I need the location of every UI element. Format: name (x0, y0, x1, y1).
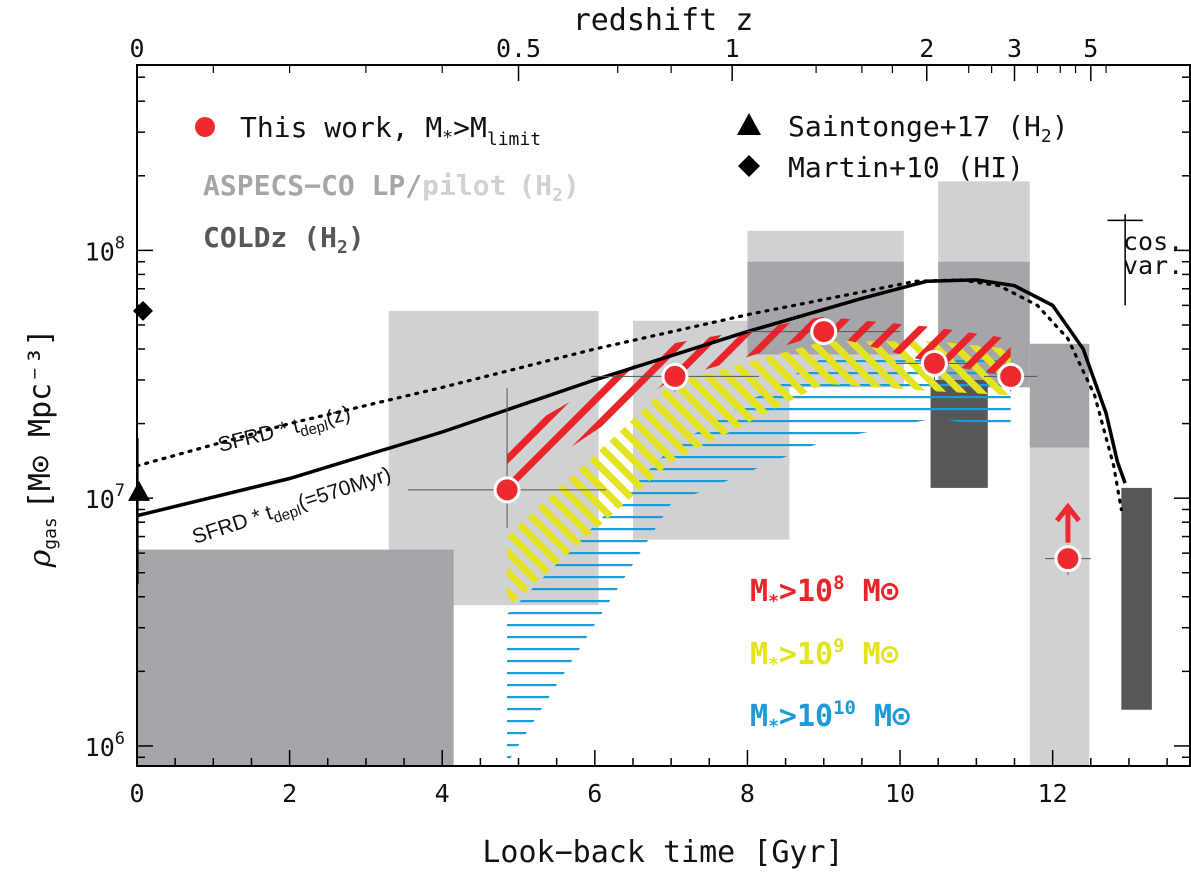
data-points (128, 300, 1082, 573)
top-tick-label: 0 (129, 34, 144, 63)
aspecs-lp-box (1029, 447, 1090, 766)
legend-martin: Martin+10 (HI) (788, 151, 1024, 184)
top-tick-label: 3 (1007, 34, 1022, 63)
this-work-point (810, 318, 838, 346)
x-tick-label: 6 (587, 779, 602, 808)
sfrd-dotted-label: SFRD * tdepl(z) (216, 402, 354, 461)
coldz-box (1121, 487, 1152, 710)
mass-label-1e9: M*>109 M⊙ (750, 635, 899, 675)
top-tick-label: 1 (725, 34, 740, 63)
x-axis-label: Look−back time [Gyr] (482, 835, 843, 870)
top-tick-label: 0.5 (496, 34, 541, 63)
sfrd-models (137, 278, 1127, 518)
this-work-point (493, 476, 521, 504)
hatch-region-1e8 (507, 316, 1011, 490)
legend-saintonge: Saintonge+17 (H2) (788, 110, 1069, 147)
aspecs-pilot-box (137, 549, 454, 766)
aspecs-pilot-box (1029, 343, 1090, 448)
top-tick-label: 5 (1083, 34, 1098, 63)
sfrd-dotted-line (137, 278, 1123, 512)
cos-var-label-2: var. (1123, 251, 1183, 280)
this-work-point (997, 362, 1025, 390)
sfrd-solid-line (137, 278, 1127, 518)
legend-saintonge-marker (737, 113, 761, 135)
legend-coldz: COLDz (H2) (203, 221, 365, 258)
legend-aspecs: ASPECS−CO LP/pilot (H2) (203, 169, 580, 206)
saintonge-point (128, 480, 150, 501)
hatch-region-1e10 (507, 355, 1011, 764)
mass-limit-hatches (507, 316, 1011, 764)
x-tick-label: 12 (1038, 779, 1068, 808)
lower-limit-arrow-head (1054, 502, 1081, 523)
legend-martin-marker (738, 155, 760, 177)
hatch-region-1e9 (507, 341, 1011, 609)
this-work-point (661, 362, 689, 390)
y-tick-label: 107 (85, 481, 125, 514)
x-tick-label: 0 (129, 779, 144, 808)
cos-var-label-1: cos. (1123, 227, 1183, 256)
legend-this-work-marker (195, 117, 215, 137)
legend-this-work: This work, M*>Mlimit (240, 111, 541, 150)
y-axis-label: ρgas[M⊙ Mpc⁻³] (23, 329, 61, 569)
y-tick-label: 108 (85, 233, 125, 266)
x-tick-label: 8 (740, 779, 755, 808)
top-tick-label: 2 (919, 34, 934, 63)
mass-label-1e10: M*>1010 M⊙ (750, 697, 910, 737)
x-tick-label: 4 (435, 779, 450, 808)
plot-frame (136, 64, 1191, 767)
this-work-point (920, 349, 948, 377)
mass-label-1e8: M*>108 M⊙ (750, 572, 899, 612)
x-tick-label: 2 (282, 779, 297, 808)
this-work-point (1054, 545, 1082, 573)
top-axis-label: redshift z (573, 3, 754, 38)
x-tick-label: 10 (885, 779, 915, 808)
mass-labels: M*>108 M⊙ M*>109 M⊙ M*>1010 M⊙ (750, 572, 910, 737)
legend: This work, M*>Mlimit ASPECS−CO LP/pilot(… (195, 110, 1183, 280)
y-tick-label: 106 (85, 729, 125, 762)
